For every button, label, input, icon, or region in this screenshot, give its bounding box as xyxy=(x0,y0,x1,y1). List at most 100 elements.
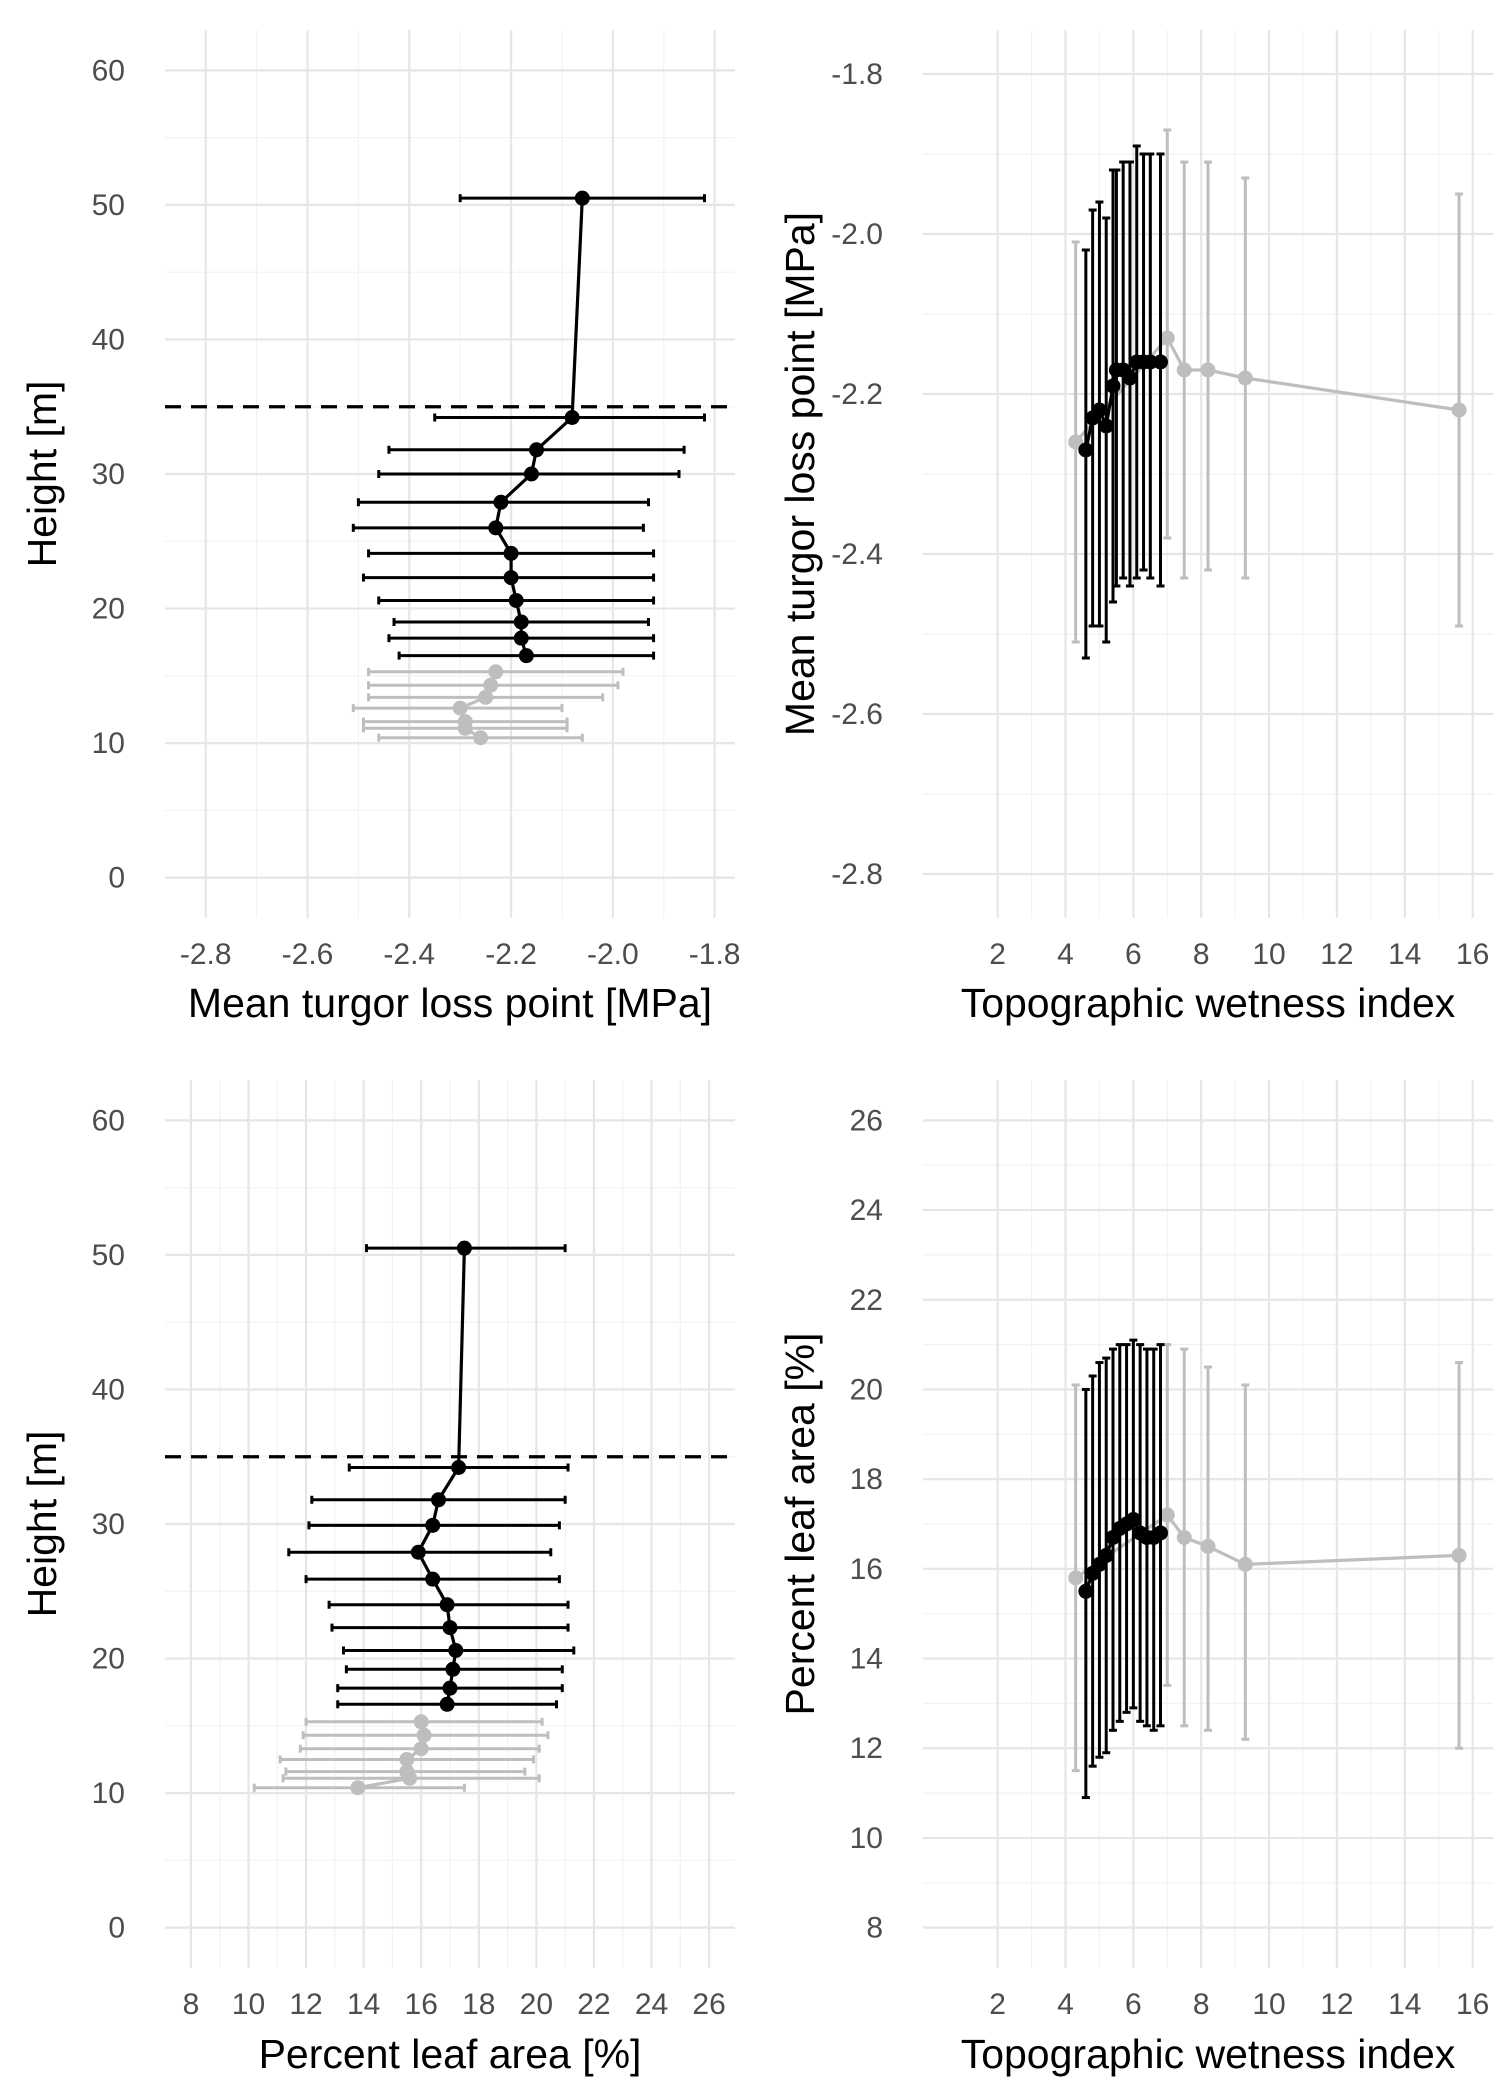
canopy-series xyxy=(1078,1338,1168,1800)
understory-point xyxy=(473,730,489,746)
understory-point xyxy=(1200,362,1216,378)
y-tick-label: -1.8 xyxy=(831,58,883,91)
understory-point xyxy=(399,1764,415,1780)
panel-tlp-vs-twi: 2 4 6 8 10 12 14 16 -2.8 -2.6 -2.4 -2.2 -2.0 -1.8 Topo… xyxy=(777,30,1493,1026)
canopy-point xyxy=(488,520,504,536)
canopy-point xyxy=(430,1492,446,1508)
canopy-line xyxy=(494,198,584,657)
understory-point xyxy=(1068,434,1084,450)
y-tick-label: -2.0 xyxy=(831,218,883,251)
canopy-point xyxy=(439,1696,455,1712)
x-tick-label: 8 xyxy=(1193,1988,1210,2021)
x-tick-label: 10 xyxy=(232,1988,265,2021)
canopy-point xyxy=(1125,1512,1141,1528)
understory-point xyxy=(488,664,504,680)
y-tick-label: 0 xyxy=(108,862,125,895)
understory-line xyxy=(1074,1512,1460,1580)
canopy-point xyxy=(523,466,539,482)
y-axis-title: Height [m] xyxy=(19,1431,65,1618)
canopy-series xyxy=(1078,144,1168,660)
y-tick-label: 12 xyxy=(850,1732,883,1765)
x-tick-label: 8 xyxy=(1193,938,1210,971)
understory-point xyxy=(452,700,468,716)
x-tick-label: 2 xyxy=(989,1988,1006,2021)
x-tick-label: -1.8 xyxy=(689,938,741,971)
canopy-point xyxy=(451,1459,467,1475)
y-tick-label: 16 xyxy=(850,1553,883,1586)
y-tick-label: 0 xyxy=(108,1912,125,1945)
y-tick-label: 8 xyxy=(866,1912,883,1945)
y-tick-label: 10 xyxy=(92,1777,125,1810)
understory-point xyxy=(413,1714,429,1730)
understory-point xyxy=(457,714,473,730)
x-tick-label: 6 xyxy=(1125,938,1142,971)
x-tick-label: 26 xyxy=(692,1988,725,2021)
y-axis-title: Mean turgor loss point [MPa] xyxy=(777,212,823,736)
canopy-point xyxy=(1153,1525,1168,1541)
y-tick-label: 20 xyxy=(850,1373,883,1406)
understory-point xyxy=(399,1751,415,1767)
canopy-point xyxy=(442,1680,458,1696)
x-tick-label: 2 xyxy=(989,938,1006,971)
x-tick-label: -2.2 xyxy=(485,938,537,971)
canopy-point xyxy=(513,614,529,630)
understory-series xyxy=(1068,1343,1467,1773)
y-tick-label: 10 xyxy=(92,727,125,760)
understory-point xyxy=(1068,1570,1084,1586)
x-tick-label: 10 xyxy=(1252,938,1285,971)
canopy-point xyxy=(1091,402,1107,418)
canopy-point xyxy=(1078,442,1094,458)
x-tick-label: 12 xyxy=(289,1988,322,2021)
x-tick-label: 14 xyxy=(1388,938,1421,971)
x-tick-label: 20 xyxy=(520,1988,553,2021)
canopy-point xyxy=(503,545,519,561)
canopy-point xyxy=(564,409,580,425)
understory-point xyxy=(1451,1547,1467,1563)
x-tick-label: -2.6 xyxy=(282,938,334,971)
x-tick-label: 24 xyxy=(635,1988,668,2021)
canopy-point xyxy=(1098,418,1114,434)
y-tick-label: 24 xyxy=(850,1194,883,1227)
y-tick-label: 60 xyxy=(92,54,125,87)
x-tick-label: 6 xyxy=(1125,1988,1142,2021)
y-tick-label: 14 xyxy=(850,1643,883,1676)
canopy-point xyxy=(513,630,529,646)
canopy-point xyxy=(508,592,524,608)
understory-series xyxy=(351,664,625,746)
canopy-point xyxy=(425,1517,441,1533)
x-tick-label: 14 xyxy=(1388,1988,1421,2021)
canopy-point xyxy=(448,1642,464,1658)
canopy-point xyxy=(425,1571,441,1587)
understory-point xyxy=(1176,362,1192,378)
canopy-line xyxy=(416,1248,466,1705)
canopy-point xyxy=(529,442,545,458)
canopy-point xyxy=(1122,370,1138,386)
canopy-point xyxy=(439,1597,455,1613)
y-tick-label: 60 xyxy=(92,1104,125,1137)
canopy-point xyxy=(456,1240,472,1256)
x-tick-label: -2.8 xyxy=(180,938,232,971)
canopy-point xyxy=(410,1544,426,1560)
x-tick-label: -2.4 xyxy=(383,938,435,971)
understory-point xyxy=(1451,402,1467,418)
canopy-series xyxy=(287,1240,576,1712)
y-tick-label: 22 xyxy=(850,1284,883,1317)
x-tick-label: 16 xyxy=(1456,938,1489,971)
x-tick-label: 12 xyxy=(1320,1988,1353,2021)
canopy-point xyxy=(445,1661,461,1677)
y-tick-label: -2.8 xyxy=(831,858,883,891)
y-axis-title: Height [m] xyxy=(19,381,65,568)
y-tick-label: 30 xyxy=(92,458,125,491)
x-axis-title: Mean turgor loss point [MPa] xyxy=(188,980,712,1026)
x-axis-title: Topographic wetness index xyxy=(961,980,1456,1026)
y-tick-label: 30 xyxy=(92,1508,125,1541)
canopy-point xyxy=(493,494,509,510)
x-tick-label: 4 xyxy=(1057,1988,1074,2021)
x-tick-label: 22 xyxy=(577,1988,610,2021)
x-tick-label: 4 xyxy=(1057,938,1074,971)
understory-point xyxy=(1159,1507,1175,1523)
understory-point xyxy=(1159,330,1175,346)
canopy-series xyxy=(351,190,706,664)
understory-point xyxy=(1176,1529,1192,1545)
